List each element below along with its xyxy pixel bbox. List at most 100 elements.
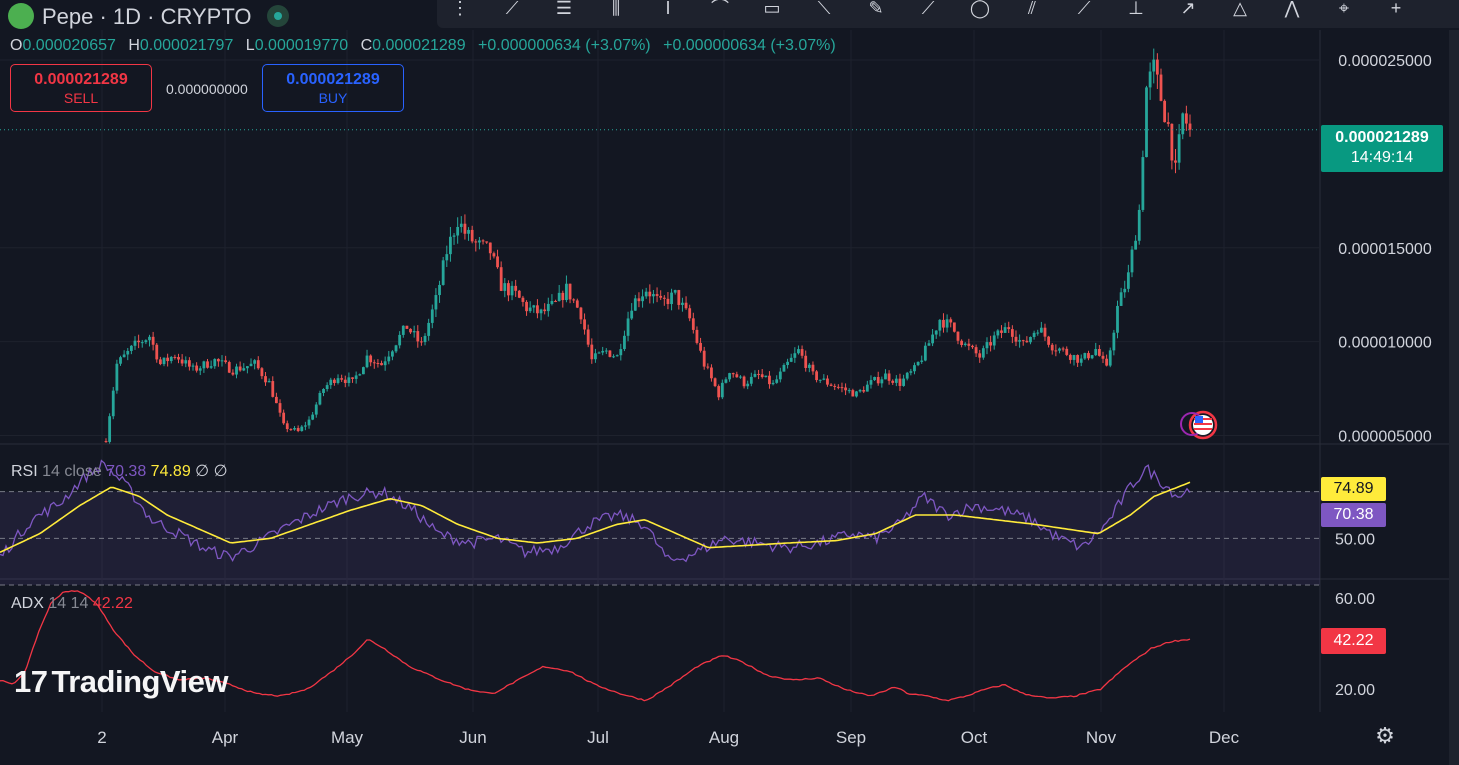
candle-body (1010, 329, 1014, 337)
candle-body (1072, 355, 1076, 360)
candle-body (662, 297, 666, 299)
time-tick-label: Jul (587, 728, 609, 747)
circle-icon[interactable]: ◯ (969, 0, 991, 18)
candle-body (173, 356, 177, 358)
drag-handle-icon[interactable]: ⋮ (451, 0, 469, 18)
candle-body (216, 359, 220, 362)
adx-name: ADX (11, 595, 44, 612)
anchor-icon[interactable]: ⊥ (1128, 0, 1144, 18)
candle-body (601, 350, 605, 353)
text-cursor-icon[interactable]: I (665, 0, 671, 18)
candle-body (615, 355, 619, 357)
candle-body (739, 376, 742, 378)
candle-body (423, 335, 427, 343)
close-label: C (360, 37, 373, 54)
candle-body (557, 292, 561, 302)
candle-body (474, 241, 478, 243)
last-price-value: 0.000021289 (1335, 129, 1429, 146)
candle-body (989, 342, 993, 346)
candle-body (191, 365, 195, 367)
candle-body (358, 374, 362, 376)
candle-body (166, 357, 170, 362)
rectangle-icon[interactable]: ▭ (763, 0, 781, 18)
candle-body (1174, 160, 1177, 163)
buy-label: BUY (318, 90, 348, 106)
pattern-icon[interactable]: ⋀ (1284, 0, 1300, 18)
adx-pane (0, 590, 1191, 702)
sell-button[interactable]: 0.000021289 SELL (10, 64, 152, 112)
candle-body (706, 366, 710, 368)
horizontal-lines-icon[interactable]: ☰ (555, 0, 573, 18)
rsi-legend[interactable]: RSI 14 close 70.38 74.89 ∅ ∅ (11, 461, 228, 481)
candle-body (807, 364, 811, 368)
candle-body (235, 366, 238, 375)
candles-icon[interactable]: ⫼ (611, 0, 621, 18)
parallel-icon[interactable]: ⫽ (1027, 0, 1037, 18)
adx-legend[interactable]: ADX 14 14 42.22 (11, 595, 133, 613)
candle-body (956, 331, 960, 341)
price-axis[interactable]: 0.000025000 0.000015000 0.000010000 0.00000… (1335, 53, 1432, 699)
tradingview-watermark[interactable]: 17 TradingView (14, 664, 229, 700)
time-tick-label: Apr (212, 728, 239, 747)
candle-body (438, 284, 441, 296)
candle-body (1054, 350, 1058, 352)
candle-body (1018, 340, 1022, 342)
candle-body (920, 360, 924, 362)
candle-body (1097, 349, 1101, 356)
symbol-header[interactable]: Pepe · 1D · CRYPTO (8, 3, 290, 30)
plus-icon[interactable]: + (1390, 0, 1402, 18)
candle-body (227, 362, 231, 373)
candle-body (996, 330, 1000, 336)
candle-body (554, 300, 557, 302)
time-tick-label: Jun (459, 728, 486, 747)
candle-body (499, 267, 503, 291)
candle-body (369, 355, 373, 363)
candle-body (670, 292, 673, 305)
settings-gear-icon[interactable]: ⚙ (1375, 723, 1395, 748)
time-axis[interactable]: 2 Apr May Jun Jul Aug Sep Oct Nov Dec (97, 728, 1239, 747)
rsi-line (0, 459, 1191, 563)
node-line-icon[interactable]: ⌒ (711, 0, 729, 18)
time-tick-label: Aug (709, 728, 739, 747)
us-flag-icon[interactable] (1180, 410, 1218, 440)
crosshair-icon[interactable]: ⌖ (1338, 0, 1350, 18)
candle-body (492, 253, 496, 257)
candle-body (148, 336, 151, 341)
candle-body (318, 392, 322, 405)
candle-body (536, 305, 539, 314)
rsi-ma-tag: 74.89 (1321, 477, 1386, 501)
candle-body (927, 343, 931, 346)
candle-body (122, 354, 126, 358)
ray-icon[interactable]: ⟍ (817, 0, 831, 18)
candle-body (992, 335, 996, 346)
path-icon[interactable]: ⟋ (921, 0, 935, 18)
candle-body (858, 389, 862, 392)
trend-line-icon[interactable]: ⟋ (505, 0, 519, 18)
candle-body (481, 240, 485, 242)
pen-icon[interactable]: ✎ (868, 0, 884, 18)
candle-body (427, 322, 431, 336)
candle-body (187, 360, 191, 367)
candle-body (1058, 348, 1061, 351)
rsi-extra-2: ∅ (213, 463, 228, 480)
candle-body (539, 309, 543, 314)
candle-body (612, 356, 615, 358)
triangle-icon[interactable]: △ (1233, 0, 1247, 18)
candle-body (677, 290, 681, 305)
candle-body (1101, 355, 1105, 359)
candle-body (753, 373, 757, 377)
buy-button[interactable]: 0.000021289 BUY (262, 64, 404, 112)
line-node-icon[interactable]: ⟋ (1077, 0, 1091, 18)
candle-body (478, 240, 481, 243)
candle-body (688, 308, 692, 319)
candle-body (129, 345, 133, 351)
candle-body (811, 364, 815, 372)
arrow-icon[interactable]: ↗ (1180, 0, 1196, 18)
candle-body (543, 309, 547, 312)
market-status-icon[interactable] (267, 5, 290, 28)
candle-body (198, 368, 202, 371)
candle-body (1116, 305, 1119, 333)
candle-body (800, 349, 804, 356)
candle-body (1021, 340, 1025, 342)
